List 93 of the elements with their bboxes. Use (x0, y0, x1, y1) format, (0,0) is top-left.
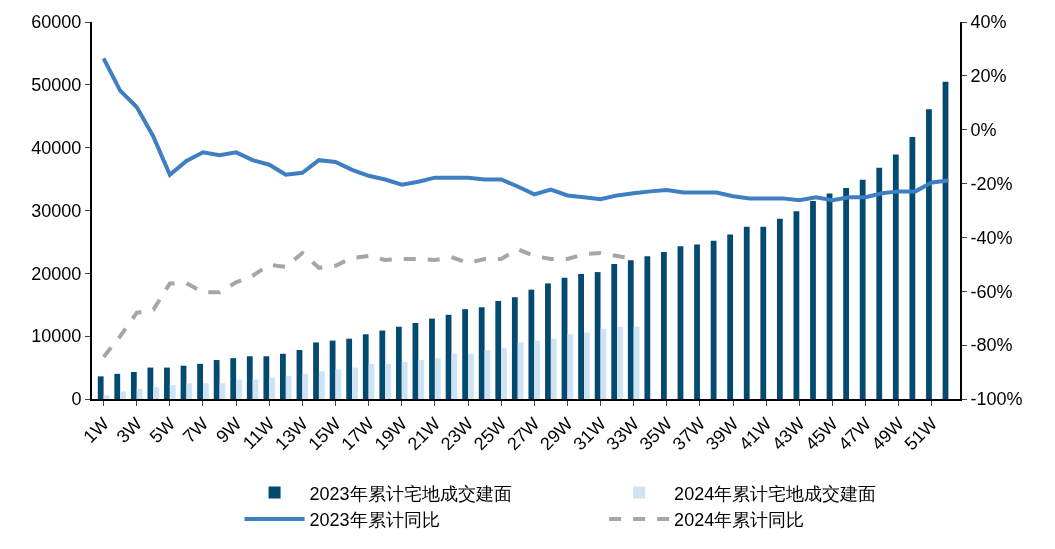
legend-label: 2024年累计宅地成交建面 (674, 483, 877, 504)
bar (545, 283, 551, 399)
bar (352, 367, 358, 399)
bar (550, 338, 557, 399)
y-tick-label: 60000 (31, 12, 82, 33)
line-series (101, 56, 951, 203)
bar (236, 379, 242, 399)
y2-tick-label: -100% (970, 389, 1023, 410)
bar (478, 307, 485, 399)
bar (743, 226, 750, 399)
bar (169, 385, 176, 399)
bar (644, 256, 651, 399)
y-tick-label: 30000 (31, 200, 82, 221)
y-tick-label: 20000 (31, 263, 82, 284)
y2-tick-label: -80% (970, 335, 1013, 356)
bar (401, 361, 408, 399)
y2-tick-label: 20% (970, 66, 1007, 87)
y-tick-label: 0 (71, 389, 82, 410)
bar (346, 338, 353, 399)
bar (909, 136, 916, 399)
bar (876, 167, 883, 399)
bar (147, 367, 154, 399)
bar (103, 395, 110, 399)
bar (318, 371, 325, 399)
bar (230, 358, 237, 399)
bar (213, 360, 220, 399)
bar (136, 388, 143, 399)
bar (164, 367, 170, 399)
y2-tick-label: -40% (970, 227, 1013, 248)
bar (511, 297, 518, 399)
bar (97, 376, 104, 399)
bar (362, 334, 369, 399)
x-tick-label: 1W (79, 413, 113, 447)
y-tick-label: 40000 (31, 137, 82, 158)
bar (395, 326, 402, 399)
bar (567, 334, 574, 399)
bar (313, 342, 319, 399)
legend-label: 2023年累计宅地成交建面 (309, 483, 512, 504)
bar (263, 356, 270, 399)
bar (451, 353, 458, 399)
bar (302, 373, 309, 399)
bar (434, 358, 441, 399)
bar (130, 371, 137, 399)
bar (114, 373, 121, 399)
bar (246, 356, 253, 399)
bar (534, 340, 541, 399)
bar (583, 332, 590, 399)
bar (468, 353, 474, 399)
bar (429, 318, 435, 399)
bar (727, 234, 734, 399)
bar (694, 244, 700, 399)
bar (153, 387, 160, 399)
bar (776, 218, 783, 399)
bar (617, 326, 623, 399)
y2-tick-label: -20% (970, 173, 1013, 194)
bar (269, 377, 276, 399)
y2-tick-label: -60% (970, 281, 1013, 302)
bar (892, 154, 899, 399)
bar (627, 260, 634, 399)
legend-label: 2023年累计同比 (309, 510, 440, 531)
bar (495, 300, 502, 399)
bar (810, 201, 816, 399)
bar (528, 289, 535, 399)
bar (710, 240, 717, 399)
x-tick-label: 5W (145, 413, 180, 447)
bar (843, 187, 850, 399)
bar (379, 330, 386, 399)
bar (329, 340, 336, 399)
bar (661, 251, 667, 399)
bar (418, 360, 425, 399)
bar (594, 272, 601, 399)
bar (760, 226, 767, 399)
bar (926, 109, 932, 399)
bar (202, 383, 209, 399)
y-tick-label: 50000 (31, 75, 82, 96)
bar (186, 383, 193, 399)
y2-tick-label: 0% (970, 120, 997, 141)
y2-tick-label: 40% (970, 12, 1007, 33)
bar (197, 363, 203, 399)
bar (120, 391, 126, 399)
bar (385, 363, 391, 399)
bar (501, 348, 507, 399)
bar (462, 309, 469, 399)
bar (285, 375, 292, 399)
legend-label: 2024年累计同比 (674, 510, 805, 531)
bar (517, 342, 524, 399)
x-tick-label: 7W (178, 413, 213, 447)
bar (578, 273, 584, 399)
x-tick-label: 3W (112, 413, 146, 447)
bar (611, 263, 618, 399)
bar (859, 179, 866, 399)
bar (280, 353, 286, 399)
y-tick-label: 10000 (31, 326, 82, 347)
